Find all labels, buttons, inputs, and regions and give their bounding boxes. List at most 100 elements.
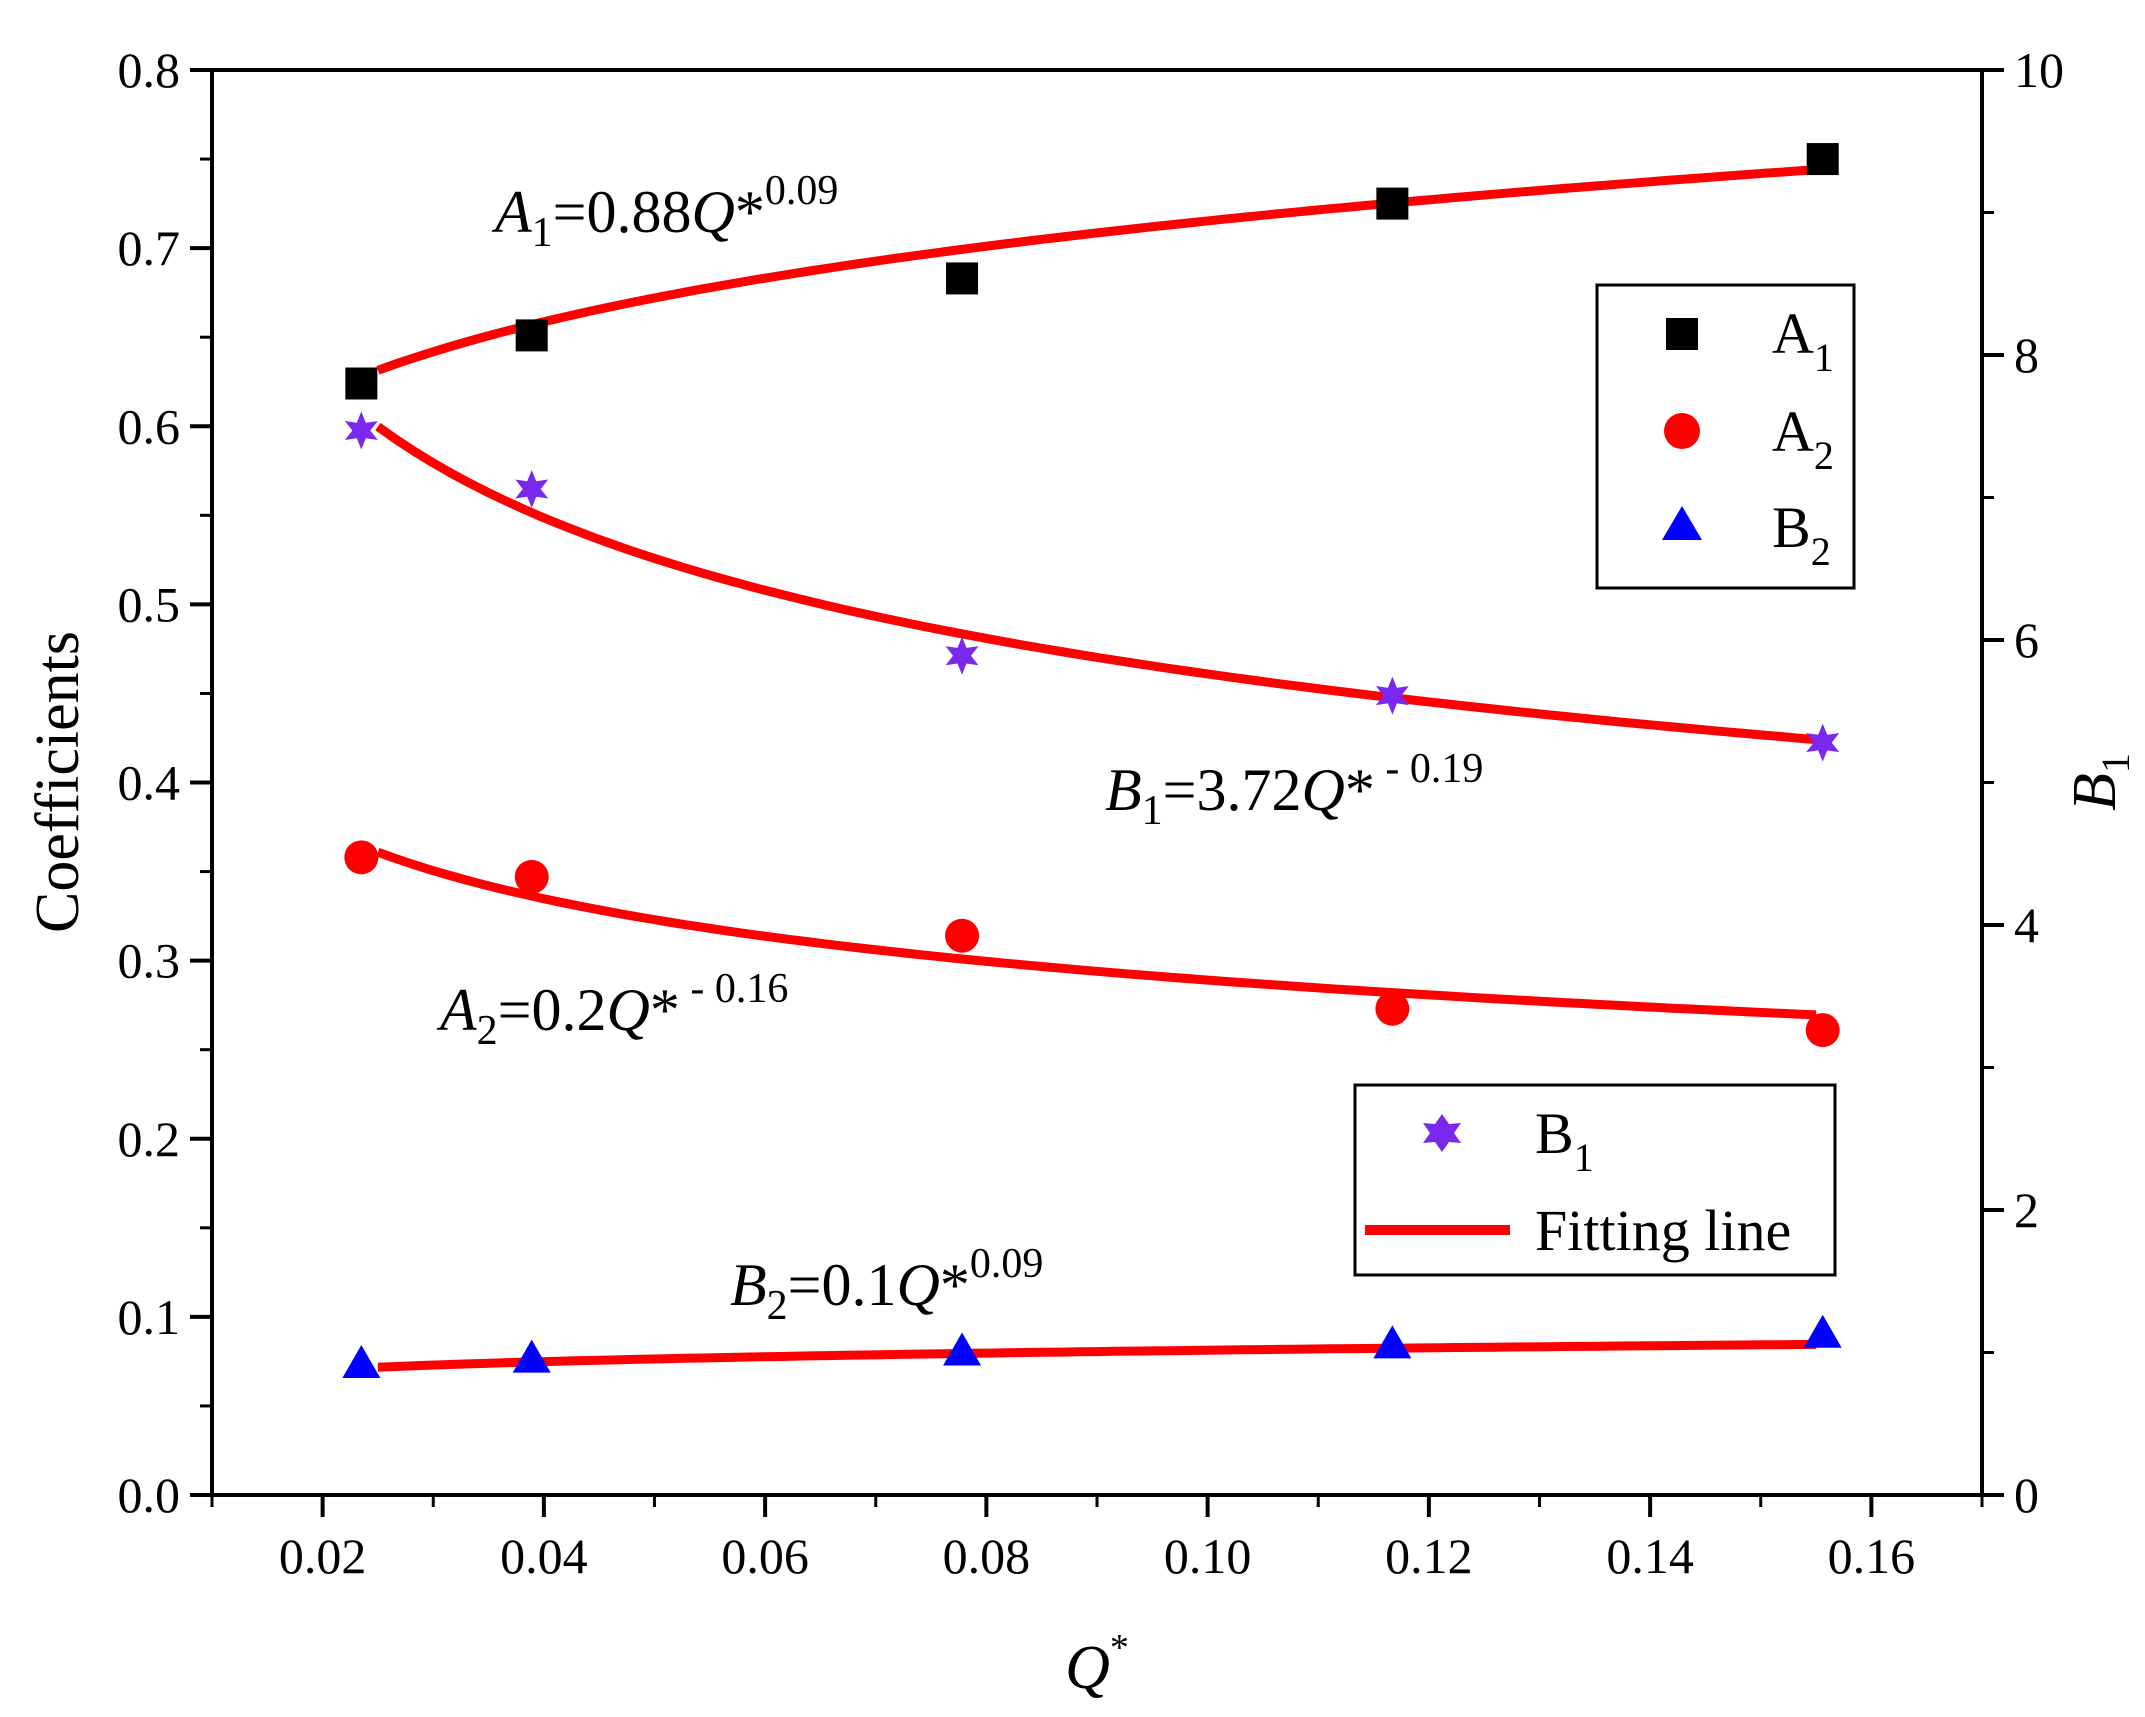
eq-q: Q xyxy=(897,1252,940,1318)
legend-marker-star xyxy=(1423,1114,1461,1152)
x-tick-label: 0.10 xyxy=(1164,1528,1252,1584)
axis-ticks xyxy=(190,68,2004,1517)
legend-marker-square xyxy=(1666,318,1698,350)
eq-exp: 0.09 xyxy=(970,1241,1044,1287)
y-left-tick-label: 0.7 xyxy=(118,220,181,276)
legend-label-fit: Fitting line xyxy=(1535,1198,1791,1263)
eq-q: Q xyxy=(1302,757,1345,823)
legend-label-var: A xyxy=(1772,301,1814,366)
x-tick-label: 0.12 xyxy=(1385,1528,1473,1584)
eq-var: B xyxy=(730,1252,767,1318)
data-point-a2 xyxy=(1805,1013,1840,1048)
data-point-a2 xyxy=(1375,991,1410,1026)
eq-coef: 3.72 xyxy=(1197,757,1302,823)
data-point-b2 xyxy=(943,1332,982,1366)
fit-lines xyxy=(375,165,1817,1372)
fit-curve-b2 xyxy=(377,1339,1817,1372)
y-left-tick-labels: 0.0 0.1 0.2 0.3 0.4 0.5 0.6 0.7 0.8 xyxy=(118,42,181,1523)
x-axis-title: Q* xyxy=(1065,1627,1129,1702)
y-right-axis-title: B1 xyxy=(2061,753,2138,811)
y-right-tick-labels: 0 2 4 6 8 10 xyxy=(2014,42,2064,1523)
y-left-tick-label: 0.2 xyxy=(118,1111,181,1167)
y-left-tick-label: 0.5 xyxy=(118,576,181,632)
equation-b1: B1=3.72Q* - 0.19 xyxy=(1105,746,1483,834)
x-tick-label: 0.06 xyxy=(721,1528,809,1584)
data-point-b2 xyxy=(1373,1325,1412,1359)
legend-label-var: B xyxy=(1772,495,1811,560)
legend-label-sub: 1 xyxy=(1574,1135,1594,1180)
y-left-axis-title: Coefficients xyxy=(24,631,92,933)
eq-star: * xyxy=(1345,757,1375,823)
legend-label-b2: B2 xyxy=(1772,495,1831,574)
equation-a1: A1=0.88Q*0.09 xyxy=(491,168,838,256)
eq-var: A xyxy=(491,179,532,245)
eq-coef: 0.1 xyxy=(822,1252,897,1318)
eq-exp: - 0.19 xyxy=(1375,746,1484,792)
legend-primary: A1 A2 B2 xyxy=(1595,283,1856,590)
data-point-a1 xyxy=(515,319,548,352)
y-right-tick-label: 10 xyxy=(2014,42,2064,98)
legend-label-a2: A2 xyxy=(1772,399,1834,478)
equation-b2: B2=0.1Q*0.09 xyxy=(730,1241,1043,1329)
eq-q: Q xyxy=(692,179,735,245)
y-right-axis-title-sub: 1 xyxy=(2093,753,2138,773)
data-markers xyxy=(342,143,1842,1378)
equation-a2: A2=0.2Q* - 0.16 xyxy=(436,966,788,1054)
legend-box xyxy=(1353,1083,1837,1277)
legend-label-sub: 2 xyxy=(1814,433,1834,478)
data-point-b2 xyxy=(1803,1314,1842,1348)
y-right-tick-label: 8 xyxy=(2014,327,2039,383)
data-point-b2 xyxy=(342,1344,381,1378)
data-point-b1 xyxy=(1375,676,1409,715)
legend-label-var: A xyxy=(1772,399,1814,464)
y-left-tick-label: 0.8 xyxy=(118,42,181,98)
data-point-b1 xyxy=(1806,723,1840,762)
y-right-tick-label: 4 xyxy=(2014,897,2039,953)
x-axis-title-sup: * xyxy=(1110,1627,1129,1669)
fit-curve-a2 xyxy=(376,847,1817,1020)
eq-equals: = xyxy=(553,179,587,245)
y-right-tick-label: 2 xyxy=(2014,1182,2039,1238)
data-point-a1 xyxy=(1806,143,1839,176)
legend-label-a1: A1 xyxy=(1772,301,1834,380)
eq-coef: 0.2 xyxy=(532,977,607,1043)
eq-equals: = xyxy=(1163,757,1197,823)
y-right-axis-title-var: B xyxy=(2061,773,2129,811)
data-point-b1 xyxy=(515,470,549,508)
data-point-a2 xyxy=(514,859,549,894)
data-point-a2 xyxy=(945,918,980,953)
x-axis-title-var: Q xyxy=(1065,1634,1110,1702)
eq-star: * xyxy=(735,179,765,245)
legend-marker-triangle xyxy=(1662,506,1702,540)
eq-sub: 2 xyxy=(477,1008,498,1054)
eq-exp: 0.09 xyxy=(765,168,839,214)
y-left-tick-label: 0.6 xyxy=(118,398,181,454)
y-left-tick-label: 0.1 xyxy=(118,1289,181,1345)
eq-sub: 2 xyxy=(767,1283,788,1329)
legend-box xyxy=(1595,283,1856,590)
y-left-tick-label: 0.3 xyxy=(118,933,181,989)
eq-exp: - 0.16 xyxy=(680,966,789,1012)
fit-curve-b1 xyxy=(375,422,1817,745)
legend-secondary: B1 Fitting line xyxy=(1353,1083,1837,1277)
data-point-b1 xyxy=(344,411,378,450)
eq-star: * xyxy=(940,1252,970,1318)
legend-label-sub: 2 xyxy=(1811,529,1831,574)
eq-sub: 1 xyxy=(1142,788,1163,834)
eq-var: A xyxy=(436,977,477,1043)
x-tick-label: 0.16 xyxy=(1828,1528,1916,1584)
x-tick-label: 0.14 xyxy=(1606,1528,1694,1584)
eq-star: * xyxy=(650,977,680,1043)
y-left-tick-label: 0.0 xyxy=(118,1467,181,1523)
eq-sub: 1 xyxy=(532,210,553,256)
legend-marker-circle xyxy=(1664,413,1700,449)
eq-var: B xyxy=(1105,757,1142,823)
eq-equals: = xyxy=(498,977,532,1043)
x-tick-labels: 0.02 0.04 0.06 0.08 0.10 0.12 0.14 0.16 xyxy=(279,1528,1915,1584)
legend-label-var: B xyxy=(1535,1101,1574,1166)
legend-label-sub: 1 xyxy=(1814,335,1834,380)
x-tick-label: 0.08 xyxy=(943,1528,1031,1584)
data-point-b2 xyxy=(512,1339,551,1373)
fit-curve-a1 xyxy=(376,165,1817,375)
